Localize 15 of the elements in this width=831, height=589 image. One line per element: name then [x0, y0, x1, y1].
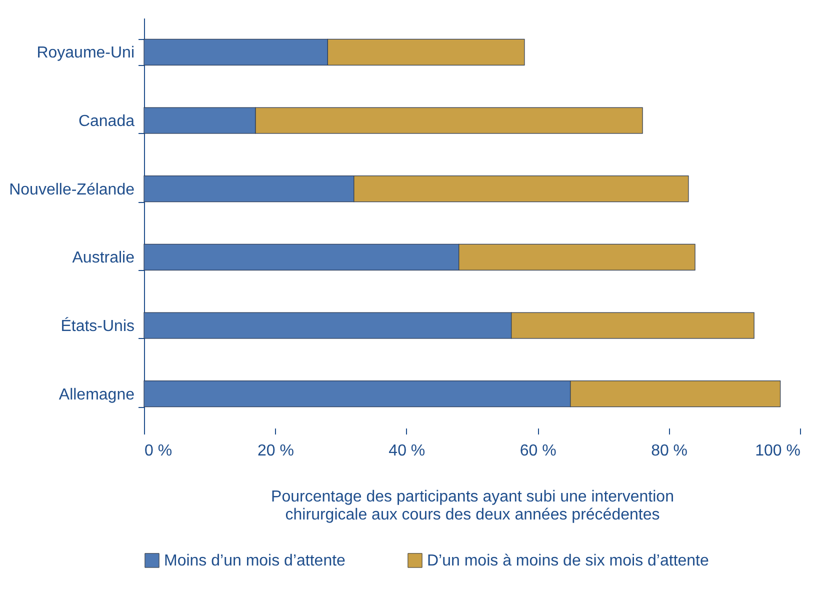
- x-tick-label: 40 %: [388, 442, 426, 460]
- x-tick-label: 60 %: [520, 442, 556, 460]
- y-tick-label: Canada: [78, 113, 135, 130]
- y-tick-label: États-Unis: [60, 317, 134, 335]
- x-tick-label: 0 %: [144, 442, 172, 460]
- x-axis-title: Pourcentage des participants ayant subi une intervention chirurgicale aux cours des deux années précédentes: [271, 488, 674, 524]
- y-tick-label: Australie: [72, 250, 135, 267]
- x-tick-label: 20 %: [257, 442, 294, 460]
- y-tick-label: Royaume-Uni: [36, 44, 134, 62]
- y-tick-label: Nouvelle-Zélande: [9, 181, 135, 198]
- x-tick-label: 100 %: [755, 442, 800, 460]
- x-tick-label: 80 %: [651, 442, 688, 460]
- legend-label: Moins d’un mois d’attente: [164, 552, 346, 570]
- legend-label: D’un mois à moins de six mois d’attente: [427, 552, 709, 570]
- y-tick-label: Allemagne: [58, 386, 135, 404]
